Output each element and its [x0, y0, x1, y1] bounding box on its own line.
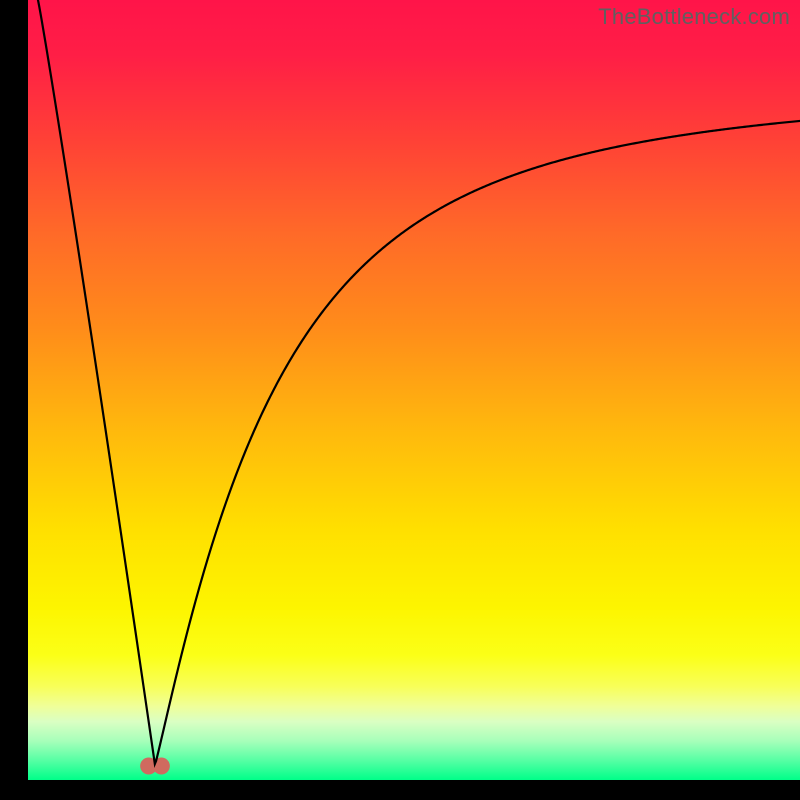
frame-left [0, 0, 28, 800]
frame-bottom [0, 780, 800, 800]
chart-container: TheBottleneck.com [0, 0, 800, 800]
bottleneck-chart [0, 0, 800, 800]
plot-background [28, 0, 800, 780]
watermark-text: TheBottleneck.com [598, 4, 790, 30]
